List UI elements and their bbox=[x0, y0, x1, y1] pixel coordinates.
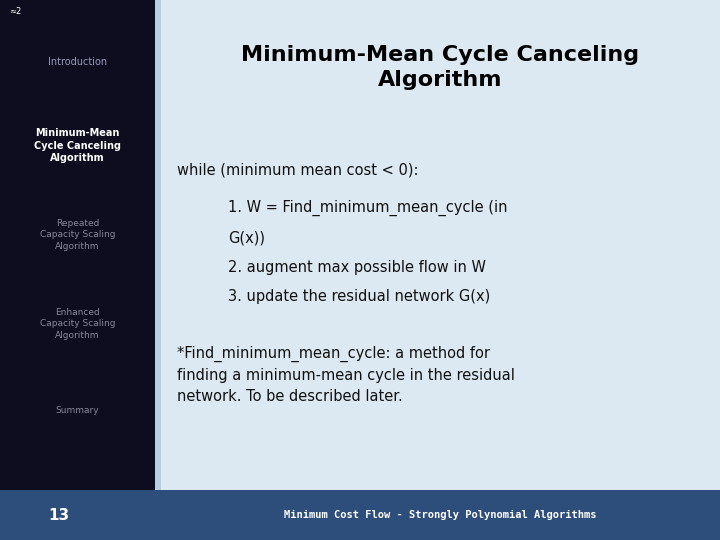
Text: 13: 13 bbox=[48, 508, 69, 523]
Text: Minimum Cost Flow - Strongly Polynomial Algorithms: Minimum Cost Flow - Strongly Polynomial … bbox=[284, 510, 597, 520]
Text: ≈2: ≈2 bbox=[9, 7, 21, 16]
Text: Enhanced
Capacity Scaling
Algorithm: Enhanced Capacity Scaling Algorithm bbox=[40, 308, 115, 340]
FancyBboxPatch shape bbox=[155, 0, 161, 490]
Text: Minimum-Mean Cycle Canceling
Algorithm: Minimum-Mean Cycle Canceling Algorithm bbox=[241, 45, 639, 90]
Text: *Find_minimum_mean_cycle: a method for
finding a minimum-mean cycle in the resid: *Find_minimum_mean_cycle: a method for f… bbox=[177, 346, 516, 404]
Text: G(x)): G(x)) bbox=[228, 230, 265, 245]
FancyBboxPatch shape bbox=[0, 490, 720, 540]
FancyBboxPatch shape bbox=[0, 0, 155, 490]
Text: Minimum-Mean
Cycle Canceling
Algorithm: Minimum-Mean Cycle Canceling Algorithm bbox=[34, 129, 121, 163]
Text: Summary: Summary bbox=[55, 406, 99, 415]
Text: while (minimum mean cost < 0):: while (minimum mean cost < 0): bbox=[177, 163, 419, 178]
Text: Introduction: Introduction bbox=[48, 57, 107, 67]
FancyBboxPatch shape bbox=[161, 0, 720, 490]
Text: 1. W = Find_minimum_mean_cycle (in: 1. W = Find_minimum_mean_cycle (in bbox=[228, 200, 507, 216]
Text: 3. update the residual network G(x): 3. update the residual network G(x) bbox=[228, 289, 490, 305]
Text: 2. augment max possible flow in W: 2. augment max possible flow in W bbox=[228, 260, 486, 275]
Text: Repeated
Capacity Scaling
Algorithm: Repeated Capacity Scaling Algorithm bbox=[40, 219, 115, 251]
